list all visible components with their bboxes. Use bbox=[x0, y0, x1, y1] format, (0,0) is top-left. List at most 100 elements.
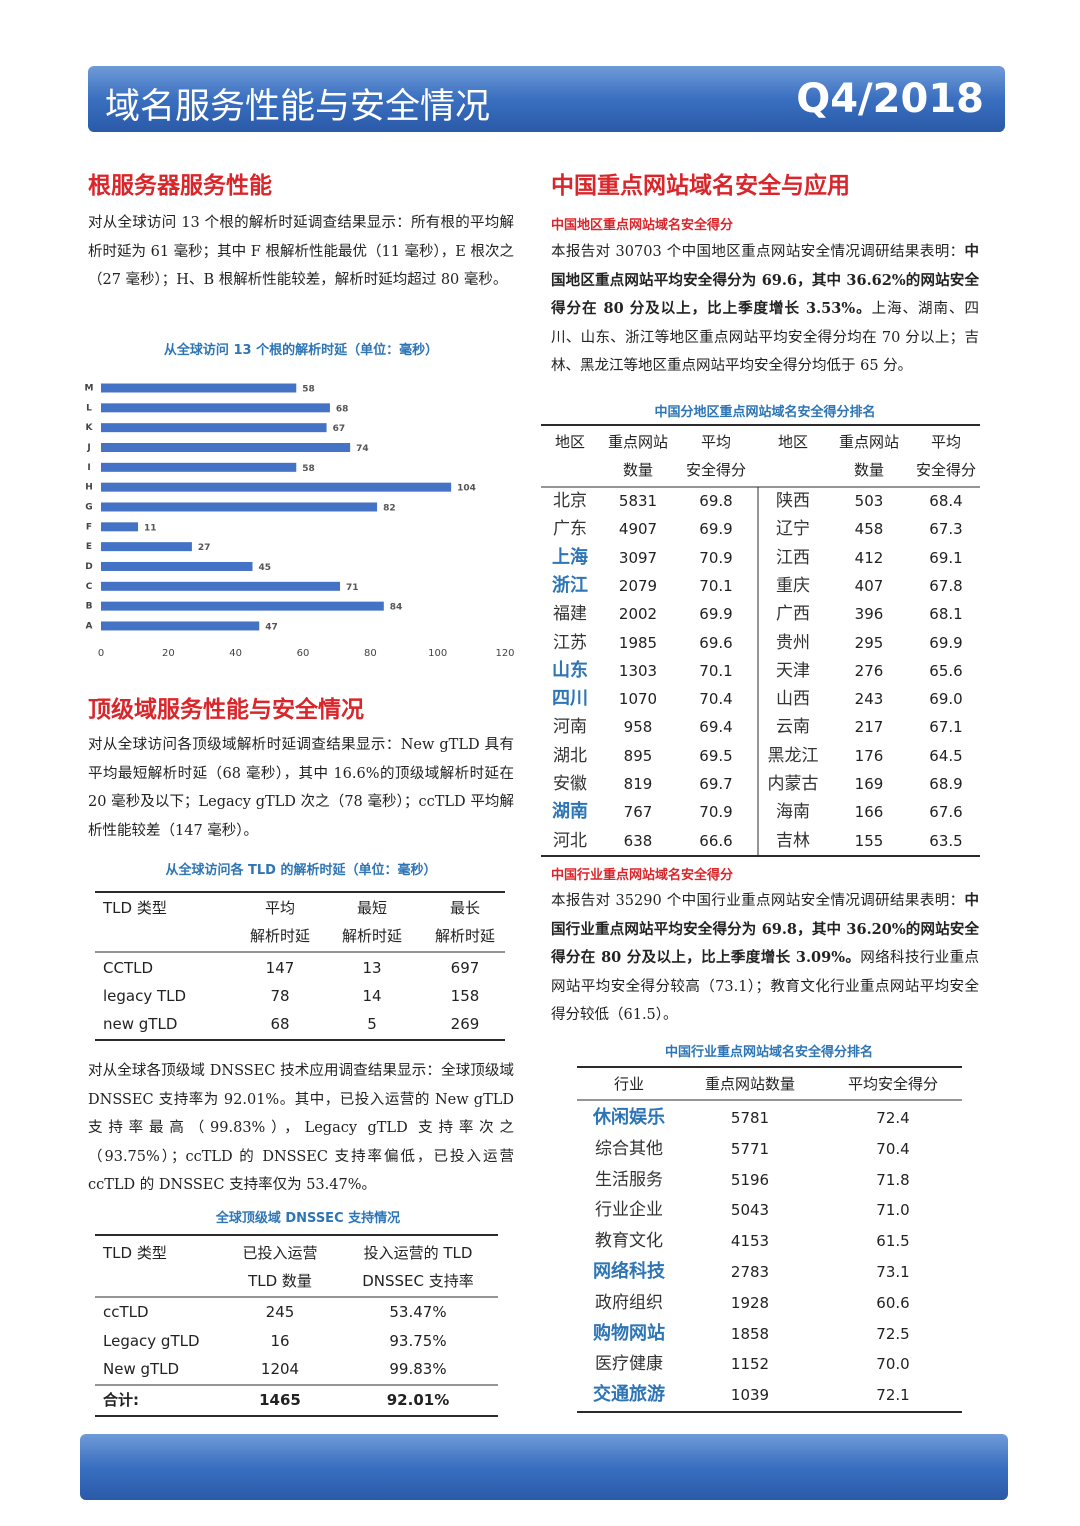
x-tick-label: 20 bbox=[162, 648, 175, 659]
paragraph: 本报告对 35290 个中国行业重点网站安全情况调研结果表明：中国行业重点网站平… bbox=[551, 887, 979, 1030]
table-cell: 黑龙江 bbox=[767, 745, 819, 766]
table-header: 已投入运营 bbox=[242, 1244, 318, 1262]
table-header: 解析时延 bbox=[249, 927, 310, 945]
y-tick-label: F bbox=[86, 522, 92, 532]
table-cell: 276 bbox=[854, 661, 884, 680]
y-tick-label: I bbox=[87, 463, 90, 473]
section-heading: 中国重点网站域名安全与应用 bbox=[551, 173, 850, 199]
table-cell: 云南 bbox=[776, 717, 810, 738]
table-cell: 5043 bbox=[730, 1201, 770, 1220]
table-cell: 68 bbox=[270, 1015, 290, 1033]
table-header: TLD 类型 bbox=[103, 899, 167, 917]
table-cell: 江苏 bbox=[553, 632, 587, 653]
table-cell: 5771 bbox=[730, 1139, 770, 1158]
text: 本报告对 35290 个中国行业重点网站安全情况调研结果表明： bbox=[551, 893, 965, 909]
table-cell: 63.5 bbox=[929, 831, 963, 850]
bar bbox=[101, 542, 192, 552]
table-cell: 67.8 bbox=[929, 576, 963, 595]
table-cell: 1858 bbox=[730, 1324, 770, 1343]
table-cell: 638 bbox=[623, 831, 653, 850]
table-cell: 67.1 bbox=[929, 718, 963, 737]
table-cell: 158 bbox=[450, 987, 480, 1005]
bar bbox=[101, 383, 297, 393]
table-cell: 教育文化 bbox=[595, 1231, 663, 1252]
table-cell: 生活服务 bbox=[595, 1169, 663, 1190]
data-label: 45 bbox=[259, 563, 272, 573]
table-cell: 湖南 bbox=[552, 801, 588, 823]
bar bbox=[101, 561, 253, 571]
table-cell: 767 bbox=[623, 803, 653, 822]
table-header: 行业 bbox=[613, 1075, 644, 1093]
table-cell: 16 bbox=[270, 1331, 290, 1350]
table-cell: legacy TLD bbox=[103, 987, 187, 1005]
table-cell: 2002 bbox=[618, 605, 658, 624]
table-cell: 交通旅游 bbox=[593, 1384, 665, 1406]
table-cell: 医疗健康 bbox=[595, 1354, 663, 1375]
data-label: 84 bbox=[390, 603, 403, 613]
table-header: 解析时延 bbox=[341, 927, 402, 945]
table-cell: 内蒙古 bbox=[767, 774, 819, 794]
x-tick-label: 40 bbox=[229, 648, 242, 659]
paragraph: 对从全球各顶级域 DNSSEC 技术应用调查结果显示：全球顶级域 DNSSEC … bbox=[88, 1057, 514, 1200]
table-cell: 69.7 bbox=[699, 775, 733, 793]
table-cell: 69.6 bbox=[699, 633, 733, 652]
table-cell: 购物网站 bbox=[593, 1322, 665, 1344]
bar bbox=[101, 522, 139, 532]
data-label: 82 bbox=[383, 503, 396, 513]
table-cell: 江西 bbox=[776, 547, 810, 568]
table-cell: 4153 bbox=[730, 1232, 770, 1251]
table-cell: 66.6 bbox=[699, 831, 733, 850]
table-total: 92.01% bbox=[386, 1391, 450, 1409]
table-cell: 78 bbox=[270, 987, 290, 1005]
table-header: 平均 bbox=[700, 433, 731, 451]
x-tick-label: 0 bbox=[98, 648, 104, 659]
section-heading: 根服务器服务性能 bbox=[88, 173, 272, 199]
data-label: 74 bbox=[356, 444, 369, 454]
table-cell: 71.8 bbox=[876, 1170, 910, 1189]
x-tick-label: 60 bbox=[297, 648, 310, 659]
table-cell: 99.83% bbox=[389, 1360, 447, 1378]
table-cell: 412 bbox=[854, 548, 884, 567]
table-cell: 70.9 bbox=[699, 548, 733, 567]
y-tick-label: A bbox=[86, 621, 93, 631]
table-cell: 70.1 bbox=[699, 661, 733, 680]
table-cell: 70.4 bbox=[699, 690, 733, 709]
text: 对从全球访问 13 个根的解析时延调查结果显示：所有根的平均解析时延为 61 毫… bbox=[88, 215, 514, 288]
table-cell: 72.4 bbox=[876, 1109, 910, 1127]
table-cell: 72.1 bbox=[876, 1386, 910, 1405]
bar bbox=[101, 403, 330, 413]
table-cell: 67.6 bbox=[929, 803, 963, 822]
table-header: 平均 bbox=[930, 433, 961, 451]
table-cell: 697 bbox=[450, 959, 480, 977]
table-header: 地区 bbox=[777, 433, 808, 451]
table-cell: 13 bbox=[362, 959, 382, 977]
table-cell: 休闲娱乐 bbox=[593, 1107, 665, 1128]
chart-title: 从全球访问 13 个根的解析时延（单位：毫秒） bbox=[163, 343, 439, 358]
paragraph: 对从全球访问各顶级域解析时延调查结果显示：New gTLD 具有平均最短解析时延… bbox=[88, 731, 514, 845]
table-cell: 73.1 bbox=[876, 1263, 910, 1281]
table-cell: 68.4 bbox=[929, 492, 963, 510]
table-cell: 70.4 bbox=[876, 1139, 910, 1158]
y-tick-label: K bbox=[86, 423, 94, 433]
table-cell: 70.1 bbox=[699, 576, 733, 595]
table-cell: 1039 bbox=[730, 1386, 770, 1405]
bar bbox=[101, 462, 297, 472]
sub-heading: 中国行业重点网站域名安全得分 bbox=[551, 868, 734, 883]
table-cell: 396 bbox=[854, 605, 884, 624]
table-cell: 69.5 bbox=[699, 746, 733, 765]
table-cell: 上海 bbox=[552, 546, 588, 568]
x-tick-label: 120 bbox=[495, 648, 514, 659]
table-cell: 147 bbox=[265, 959, 295, 977]
table-cell: 天津 bbox=[776, 660, 810, 681]
y-tick-label: H bbox=[85, 483, 93, 493]
table-cell: 5 bbox=[367, 1015, 377, 1033]
table-cell: 5781 bbox=[730, 1109, 770, 1127]
table-header: 投入运营的 TLD bbox=[363, 1244, 473, 1262]
table-cell: 2079 bbox=[618, 576, 658, 595]
table-cell: 60.6 bbox=[876, 1293, 910, 1312]
table-cell: 68.9 bbox=[929, 775, 963, 793]
table-title: 全球顶级域 DNSSEC 支持情况 bbox=[215, 1211, 401, 1226]
bar bbox=[101, 442, 351, 452]
